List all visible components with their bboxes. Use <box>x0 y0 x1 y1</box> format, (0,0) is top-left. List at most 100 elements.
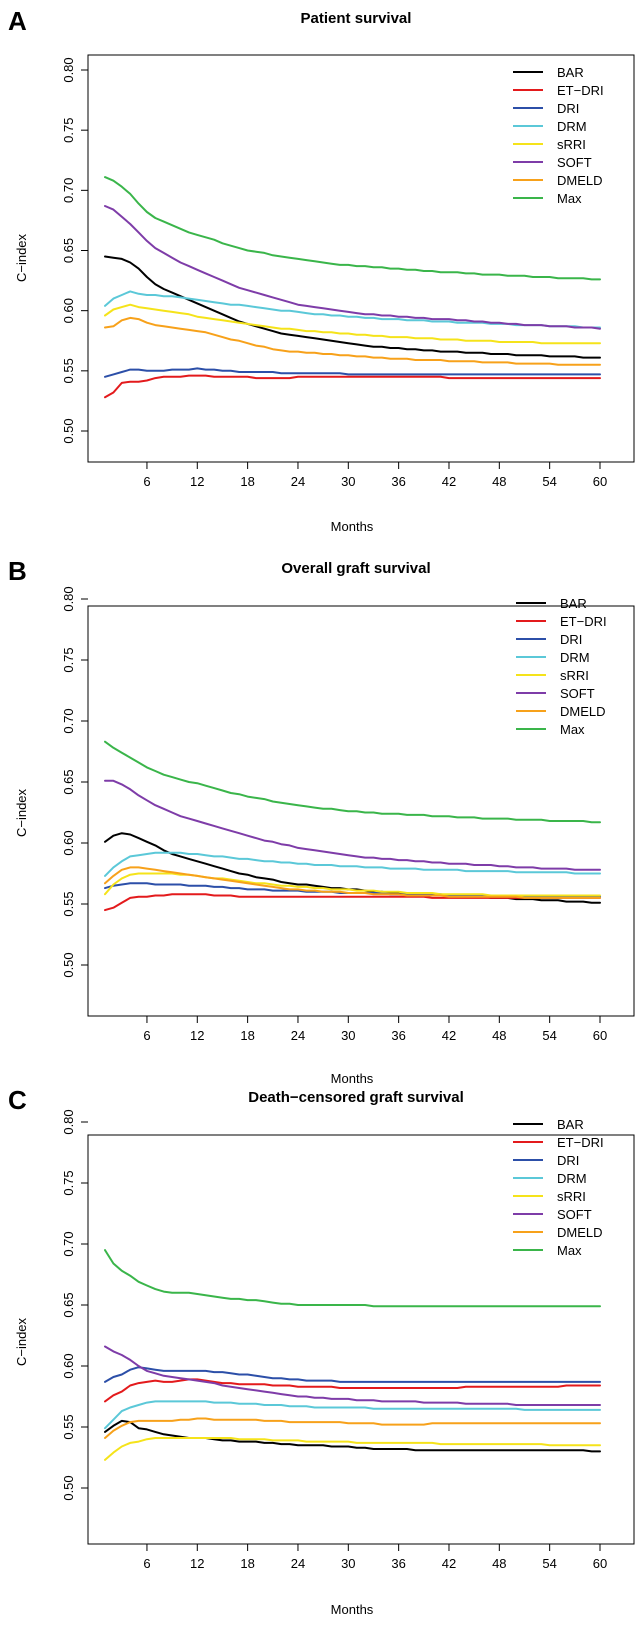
series-line-et-dri <box>104 374 601 399</box>
x-tick-label: 6 <box>143 1028 150 1043</box>
y-tick-label: 0.80 <box>61 586 76 611</box>
x-tick-label: 12 <box>190 474 204 489</box>
series-line-dmeld <box>104 316 601 366</box>
legend-label: DRM <box>557 119 587 134</box>
legend-label: Max <box>557 1243 582 1258</box>
y-axis-label: C−index <box>14 1317 29 1366</box>
x-ticks: 6 12 18 24 30 36 42 48 54 60 <box>143 1016 607 1043</box>
y-tick-label: 0.50 <box>61 952 76 977</box>
x-tick-label: 18 <box>240 1028 254 1043</box>
legend-label: SOFT <box>560 686 595 701</box>
series-line-soft <box>104 205 601 330</box>
series-line-max <box>104 740 601 824</box>
legend-label: ET−DRI <box>557 1135 604 1150</box>
legend-label: BAR <box>557 65 584 80</box>
y-tick-label: 0.60 <box>61 298 76 323</box>
x-tick-label: 42 <box>442 474 456 489</box>
x-tick-label: 48 <box>492 1028 506 1043</box>
panel-letter: C <box>8 1085 27 1115</box>
y-tick-label: 0.70 <box>61 178 76 203</box>
series-line-soft <box>104 779 601 871</box>
series-line-drm <box>104 851 601 877</box>
series-lines <box>104 176 601 399</box>
legend-label: ET−DRI <box>560 614 607 629</box>
x-tick-label: 60 <box>593 1556 607 1571</box>
legend-label: sRRI <box>557 137 586 152</box>
plot-frame <box>87 605 635 1017</box>
panel-b: B Overall graft survival Months C−index … <box>8 556 635 1086</box>
y-axis-label: C−index <box>14 233 29 282</box>
legend-label: BAR <box>557 1117 584 1132</box>
legend-label: sRRI <box>560 668 589 683</box>
y-ticks: 0.50 0.55 0.60 0.65 0.70 0.75 0.80 <box>61 586 88 978</box>
x-axis-label: Months <box>331 519 374 534</box>
chart-title: Overall graft survival <box>281 560 430 577</box>
legend-label: Max <box>557 191 582 206</box>
y-tick-label: 0.75 <box>61 118 76 143</box>
chart-title: Patient survival <box>301 10 412 27</box>
series-line-bar <box>104 1419 601 1453</box>
y-tick-label: 0.75 <box>61 647 76 672</box>
x-tick-label: 6 <box>143 474 150 489</box>
legend: BAR ET−DRI DRI DRM sRRI SOFT DMELD Max <box>513 65 604 206</box>
plot-frame <box>87 1134 635 1545</box>
series-line-dmeld <box>104 866 601 899</box>
legend-label: DRM <box>557 1171 587 1186</box>
x-tick-label: 48 <box>492 474 506 489</box>
y-tick-label: 0.60 <box>61 1353 76 1378</box>
y-ticks: 0.50 0.55 0.60 0.65 0.70 0.75 0.80 <box>61 57 88 444</box>
x-tick-label: 60 <box>593 474 607 489</box>
legend-label: DRI <box>560 632 582 647</box>
legend: BAR ET−DRI DRI DRM sRRI SOFT DMELD Max <box>513 1117 604 1258</box>
x-tick-label: 24 <box>291 474 305 489</box>
legend: BAR ET−DRI DRI DRM sRRI SOFT DMELD Max <box>516 596 607 737</box>
series-line-soft <box>104 1345 601 1406</box>
x-ticks: 6 12 18 24 30 36 42 48 54 60 <box>143 462 607 489</box>
series-line-dri <box>104 367 601 378</box>
legend-label: DRI <box>557 1153 579 1168</box>
legend-label: sRRI <box>557 1189 586 1204</box>
series-line-drm <box>104 290 601 329</box>
x-tick-label: 48 <box>492 1556 506 1571</box>
panel-letter: A <box>8 6 27 36</box>
x-tick-label: 54 <box>542 1028 556 1043</box>
x-tick-label: 18 <box>240 474 254 489</box>
series-line-dmeld <box>104 1417 601 1439</box>
y-tick-label: 0.65 <box>61 238 76 263</box>
series-line-max <box>104 1249 601 1308</box>
y-tick-label: 0.80 <box>61 1109 76 1134</box>
y-tick-label: 0.55 <box>61 891 76 916</box>
x-tick-label: 36 <box>391 1556 405 1571</box>
chart-title: Death−censored graft survival <box>248 1089 464 1106</box>
legend-label: SOFT <box>557 155 592 170</box>
x-tick-label: 42 <box>442 1556 456 1571</box>
legend-label: DMELD <box>560 704 606 719</box>
series-lines <box>104 1249 601 1461</box>
legend-label: DRI <box>557 101 579 116</box>
x-tick-label: 54 <box>542 1556 556 1571</box>
x-tick-label: 42 <box>442 1028 456 1043</box>
x-tick-label: 30 <box>341 474 355 489</box>
y-tick-label: 0.70 <box>61 708 76 733</box>
y-axis-label: C−index <box>14 788 29 837</box>
x-tick-label: 24 <box>291 1556 305 1571</box>
y-tick-label: 0.75 <box>61 1170 76 1195</box>
x-tick-label: 18 <box>240 1556 254 1571</box>
y-tick-label: 0.55 <box>61 358 76 383</box>
legend-label: SOFT <box>557 1207 592 1222</box>
x-tick-label: 30 <box>341 1556 355 1571</box>
x-axis-label: Months <box>331 1602 374 1617</box>
y-ticks: 0.50 0.55 0.60 0.65 0.70 0.75 0.80 <box>61 1109 88 1501</box>
x-ticks: 6 12 18 24 30 36 42 48 54 60 <box>143 1544 607 1571</box>
series-line-dri <box>104 1366 601 1383</box>
series-line-drm <box>104 1400 601 1430</box>
x-tick-label: 36 <box>391 1028 405 1043</box>
y-tick-label: 0.50 <box>61 1475 76 1500</box>
x-tick-label: 30 <box>341 1028 355 1043</box>
series-line-srri <box>104 303 601 345</box>
legend-label: Max <box>560 722 585 737</box>
y-tick-label: 0.65 <box>61 1292 76 1317</box>
y-tick-label: 0.80 <box>61 57 76 82</box>
panel-c: C Death−censored graft survival Months C… <box>8 1085 635 1617</box>
